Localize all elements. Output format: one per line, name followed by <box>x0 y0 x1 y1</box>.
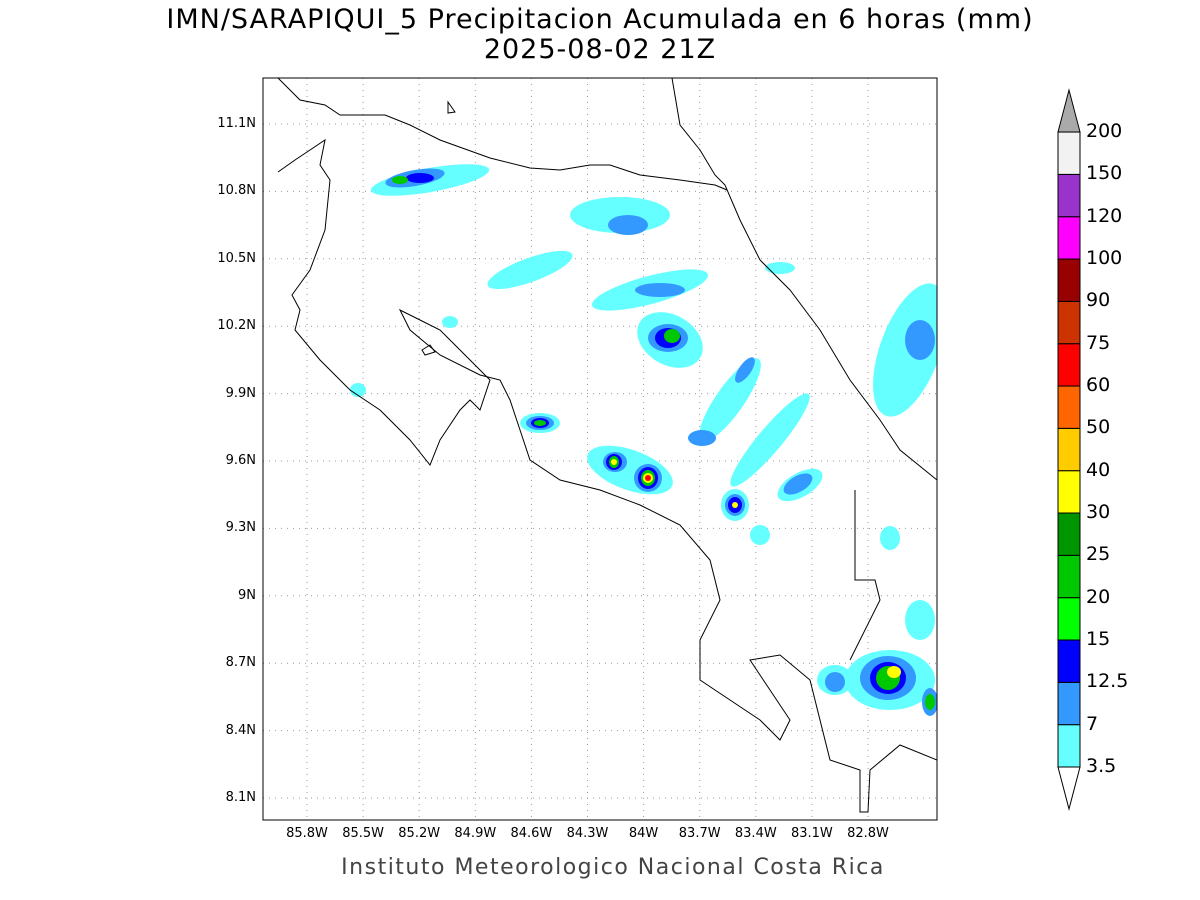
lon-tick-label: 85.8W <box>286 826 328 841</box>
credit-text: Instituto Meteorologico Nacional Costa R… <box>341 855 885 880</box>
lat-tick-label: 9.9N <box>225 385 256 401</box>
lon-tick-label: 83.7W <box>678 826 721 841</box>
colorbar-level-label: 20 <box>1086 585 1111 608</box>
lat-tick-label: 9.3N <box>225 520 256 536</box>
lat-tick-label: 8.4N <box>225 722 256 738</box>
colorbar-bin <box>1057 131 1081 175</box>
colorbar-level-label: 25 <box>1086 543 1111 566</box>
colorbar-level-label: 60 <box>1086 374 1111 397</box>
map-title: IMN/SARAPIQUI_5 Precipitacion Acumulada … <box>166 4 1034 35</box>
colorbar-level-label: 100 <box>1086 247 1123 270</box>
colorbar-level-label: 30 <box>1086 501 1111 524</box>
coastlines <box>277 78 937 813</box>
colorbar-over-triangle <box>1057 88 1081 133</box>
lat-tick-label: 8.7N <box>225 655 256 671</box>
lat-tick-label: 10.2N <box>217 318 256 334</box>
colorbar-bin <box>1057 300 1081 345</box>
colorbar-level-label: 7 <box>1086 712 1099 735</box>
lon-tick-label: 84.9W <box>454 826 497 841</box>
colorbar-bin <box>1057 681 1081 726</box>
lat-tick-label: 9.6N <box>225 453 256 468</box>
lat-tick-label: 10.5N <box>217 250 256 266</box>
lon-tick-label: 85.2W <box>398 826 441 841</box>
colorbar-bin <box>1057 343 1081 387</box>
colorbar-level-label: 12.5 <box>1086 670 1129 693</box>
colorbar <box>1057 88 1081 811</box>
colorbar-bin <box>1057 597 1081 641</box>
map-subtitle: 2025-08-02 21Z <box>483 34 717 65</box>
lon-tick-label: 83.1W <box>790 826 833 841</box>
colorbar-level-label: 15 <box>1086 628 1111 650</box>
colorbar-bin <box>1057 173 1081 218</box>
colorbar-bin <box>1057 724 1081 768</box>
lat-tick-label: 9N <box>238 587 256 603</box>
colorbar-level-label: 50 <box>1086 416 1111 439</box>
map-frame <box>262 77 938 821</box>
colorbar-level-label: 90 <box>1086 289 1111 312</box>
colorbar-bin <box>1057 258 1081 302</box>
lon-tick-label: 84.6W <box>510 826 553 841</box>
precipitation-field <box>350 164 937 716</box>
lat-tick-label: 11.1N <box>217 116 256 131</box>
colorbar-bin <box>1057 385 1081 429</box>
colorbar-level-label: 120 <box>1086 204 1123 227</box>
colorbar-under-triangle <box>1057 766 1081 811</box>
lat-tick-label: 8.1N <box>225 790 256 805</box>
colorbar-level-label: 75 <box>1086 331 1111 354</box>
colorbar-bin <box>1057 639 1081 683</box>
colorbar-bin <box>1057 216 1081 260</box>
lon-tick-label: 85.5W <box>342 826 384 841</box>
colorbar-bin <box>1057 512 1081 556</box>
lon-tick-label: 82.8W <box>847 826 889 841</box>
colorbar-bin <box>1057 427 1081 472</box>
gridlines <box>263 78 937 820</box>
lon-tick-label: 84W <box>628 826 659 841</box>
lon-tick-label: 84.3W <box>566 826 609 841</box>
lon-tick-label: 83.4W <box>734 826 777 841</box>
colorbar-level-label: 150 <box>1086 162 1123 185</box>
lat-tick-label: 10.8N <box>217 183 256 199</box>
colorbar-bin <box>1057 470 1081 514</box>
colorbar-level-label: 3.5 <box>1086 755 1117 777</box>
colorbar-level-label: 200 <box>1086 120 1123 143</box>
colorbar-bin <box>1057 554 1081 599</box>
colorbar-level-label: 40 <box>1086 458 1111 481</box>
